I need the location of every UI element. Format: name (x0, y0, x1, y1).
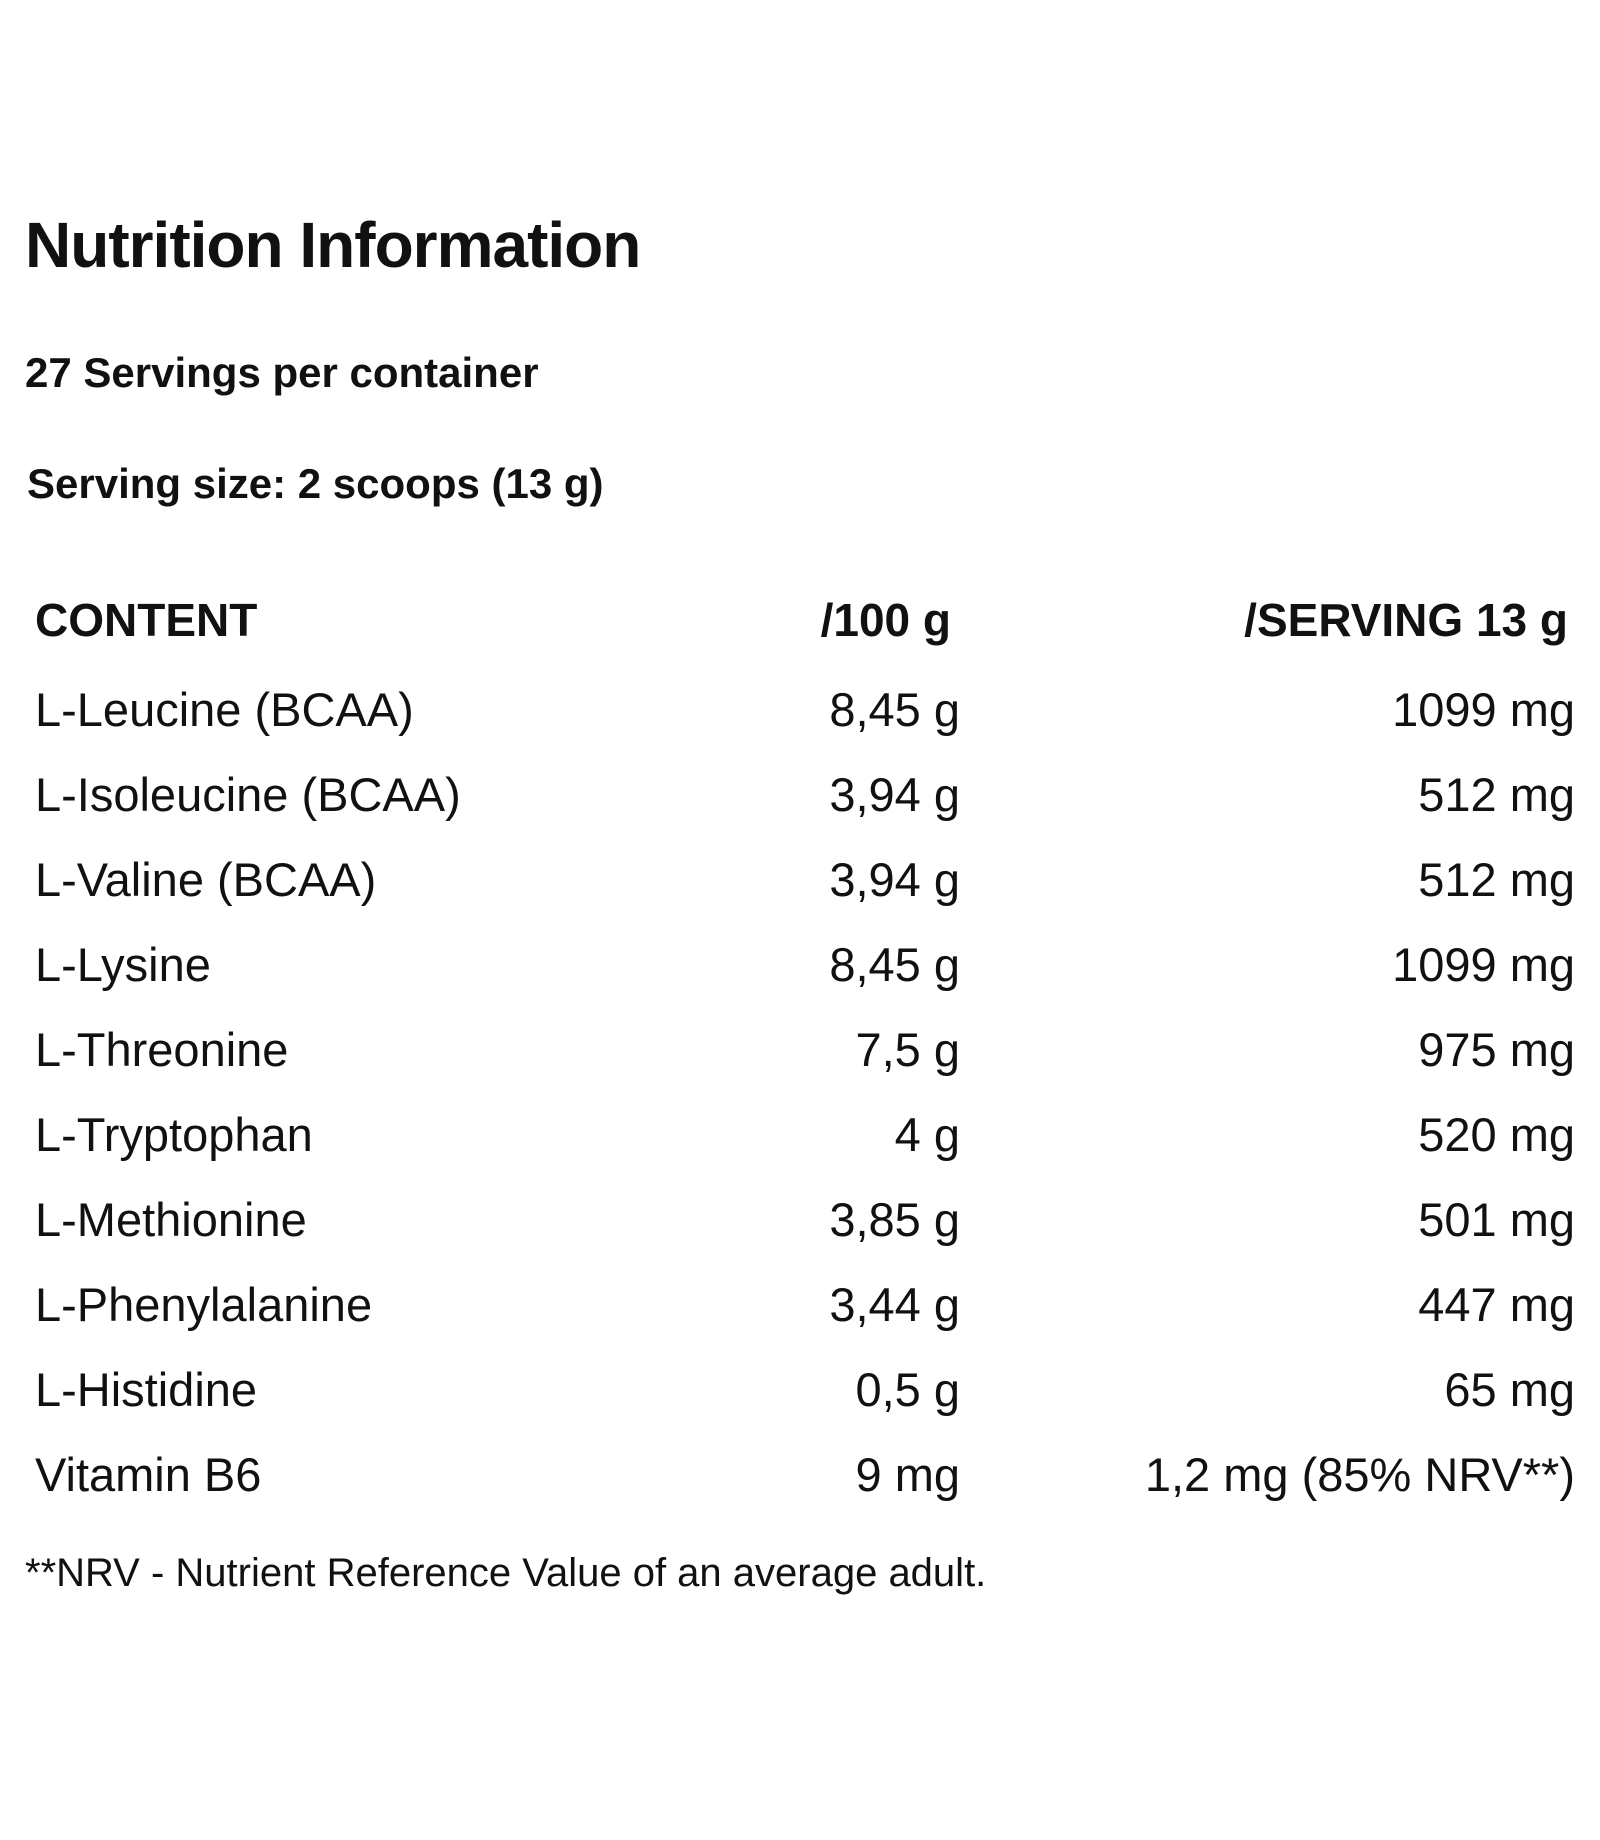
table-row: L-Histidine 0,5 g 65 mg (35, 1360, 1575, 1445)
nutrient-per-serving: 975 mg (1418, 1023, 1575, 1076)
nrv-footnote: **NRV - Nutrient Reference Value of an a… (25, 1551, 987, 1595)
nutrient-per-100g: 8,45 g (829, 683, 960, 736)
table-row: L-Methionine 3,85 g 501 mg (35, 1190, 1575, 1275)
table-row: L-Leucine (BCAA) 8,45 g 1099 mg (35, 680, 1575, 765)
nutrient-per-serving: 520 mg (1418, 1108, 1575, 1161)
nutrient-per-serving: 1099 mg (1392, 938, 1575, 991)
servings-per-container: 27 Servings per container (25, 349, 539, 396)
nutrition-table: CONTENT /100 g /SERVING 13 g L-Leucine (… (35, 590, 1575, 1530)
nutrient-name: L-Lysine (35, 938, 211, 991)
column-header-per-100g: /100 g (820, 594, 951, 646)
nutrient-per-serving: 1099 mg (1392, 683, 1575, 736)
nutrient-per-serving: 501 mg (1418, 1193, 1575, 1246)
nutrient-per-100g: 0,5 g (855, 1363, 960, 1416)
nutrient-name: L-Histidine (35, 1363, 258, 1416)
nutrient-per-serving: 65 mg (1444, 1363, 1575, 1416)
nutrient-name: L-Methionine (35, 1193, 307, 1246)
table-row: L-Isoleucine (BCAA) 3,94 g 512 mg (35, 765, 1575, 850)
serving-size: Serving size: 2 scoops (13 g) (27, 460, 604, 507)
nutrient-name: L-Valine (BCAA) (35, 853, 377, 906)
table-row: L-Phenylalanine 3,44 g 447 mg (35, 1275, 1575, 1360)
nutrient-per-100g: 9 mg (855, 1448, 961, 1501)
table-row: L-Threonine 7,5 g 975 mg (35, 1020, 1575, 1105)
nutrient-per-100g: 3,94 g (829, 853, 960, 906)
nutrient-per-100g: 4 g (894, 1108, 960, 1161)
nutrient-per-100g: 7,5 g (855, 1023, 960, 1076)
table-row: Vitamin B6 9 mg 1,2 mg (85% NRV**) (35, 1445, 1575, 1530)
nutrient-per-serving: 1,2 mg (85% NRV**) (1144, 1448, 1575, 1501)
nutrient-per-100g: 3,44 g (829, 1278, 960, 1331)
nutrient-per-serving: 512 mg (1418, 768, 1575, 821)
nutrient-name: L-Tryptophan (35, 1108, 313, 1161)
column-header-content: CONTENT (35, 594, 258, 646)
table-header-row: CONTENT /100 g /SERVING 13 g (35, 590, 1575, 680)
nutrient-per-serving: 512 mg (1418, 853, 1575, 906)
nutrient-name: Vitamin B6 (35, 1448, 262, 1501)
nutrient-per-100g: 8,45 g (829, 938, 960, 991)
nutrient-name: L-Leucine (BCAA) (35, 683, 414, 736)
page-title: Nutrition Information (25, 209, 641, 281)
nutrient-per-serving: 447 mg (1418, 1278, 1575, 1331)
nutrient-name: L-Phenylalanine (35, 1278, 373, 1331)
table-row: L-Tryptophan 4 g 520 mg (35, 1105, 1575, 1190)
nutrient-name: L-Isoleucine (BCAA) (35, 768, 461, 821)
table-row: L-Valine (BCAA) 3,94 g 512 mg (35, 850, 1575, 935)
nutrient-per-100g: 3,94 g (829, 768, 960, 821)
nutrient-per-100g: 3,85 g (829, 1193, 960, 1246)
column-header-per-serving: /SERVING 13 g (1244, 594, 1568, 646)
nutrient-name: L-Threonine (35, 1023, 289, 1076)
table-row: L-Lysine 8,45 g 1099 mg (35, 935, 1575, 1020)
